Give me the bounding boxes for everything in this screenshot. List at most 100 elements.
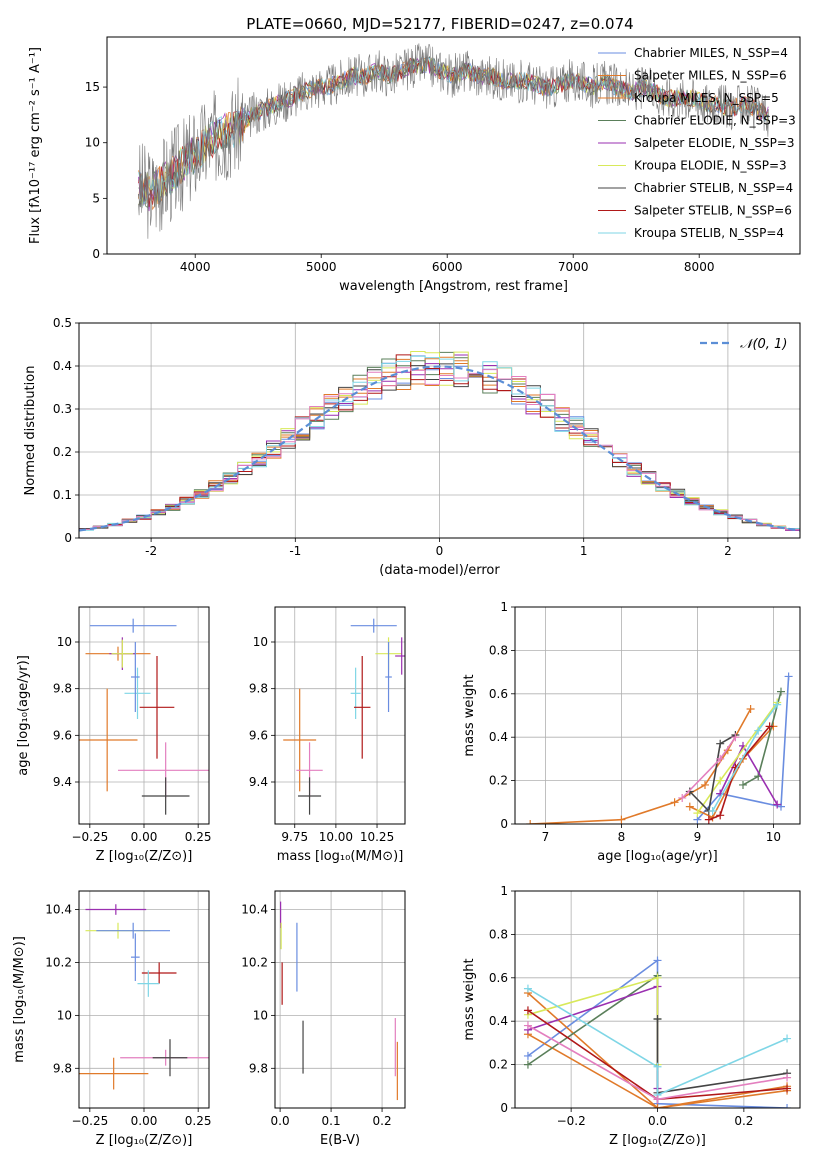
weight-point (653, 1095, 662, 1104)
error-bars (280, 901, 398, 1101)
x-tick-label: 0.25 (185, 830, 212, 844)
residual-histogram-panel: -2 -1 0 1 2 0 0.1 0.2 0.3 0.4 0.5 (data-model)/erro… (23, 316, 801, 578)
weight-point (754, 726, 763, 735)
y-tick-label: 0.8 (489, 643, 508, 657)
y-tick-label: 10.4 (45, 903, 72, 917)
weight-point (523, 1006, 532, 1015)
model-spectrum-line (138, 56, 769, 205)
weight-point (670, 798, 679, 807)
weight-point (526, 820, 535, 824)
x-tick-label: 4000 (180, 260, 211, 274)
y-tick-label: 0.1 (53, 488, 72, 502)
weight-point (773, 700, 782, 709)
plot-frame (514, 890, 801, 1109)
x-axis-label: Z [log₁₀(Z/Z⊙)] (96, 849, 193, 864)
legend-label: Chabrier ELODIE, N_SSP=3 (634, 114, 796, 128)
plot-frame (78, 606, 210, 825)
weight-point (765, 722, 774, 731)
x-tick-label: 0.0 (271, 1114, 290, 1128)
weight-point (784, 672, 793, 681)
weight-point (773, 800, 782, 809)
mass-vs-extinction-panel: 0.0 0.1 0.2 9.8 10 10.2 10.4 E(B-V) (241, 890, 406, 1148)
y-tick-label: 9.4 (53, 775, 72, 789)
mass-vs-metallicity-panel: −0.25 0.00 0.25 9.8 10 10.2 10.4 Z [log₁₀(Z/Z⊙)… (12, 890, 212, 1148)
x-axis-label: age [log₁₀(age/yr)] (597, 849, 718, 864)
x-tick-label: 10.00 (319, 830, 353, 844)
y-tick-label: 0.4 (489, 730, 508, 744)
y-tick-label: 9.6 (53, 728, 72, 742)
plot-frame (106, 36, 801, 255)
weight-point (746, 704, 755, 713)
spectrum-panel: 4000 5000 6000 7000 8000 0 5 10 15 wavelength [An… (28, 36, 801, 294)
weight-point (783, 1084, 792, 1093)
x-tick-label: 0 (436, 544, 444, 558)
x-tick-label: 6000 (432, 260, 463, 274)
legend-label: Chabrier MILES, N_SSP=4 (634, 46, 788, 60)
y-tick-label: 0.4 (53, 359, 72, 373)
x-tick-label: 8 (618, 830, 626, 844)
y-tick-label: 9.8 (53, 1061, 72, 1075)
x-axis-label: mass [log₁₀(M/M⊙)] (277, 849, 404, 864)
weight-point (685, 787, 694, 796)
error-bars (79, 618, 209, 815)
y-tick-label: 1 (500, 600, 508, 614)
y-tick-label: 5 (92, 191, 100, 205)
weight-point (653, 1104, 662, 1108)
y-tick-label: 0 (64, 531, 72, 545)
y-tick-label: 10 (57, 1008, 72, 1022)
y-tick-label: 10 (57, 635, 72, 649)
x-tick-label: 0.2 (734, 1114, 753, 1128)
x-axis-label: E(B-V) (320, 1133, 360, 1148)
weight-point (523, 1051, 532, 1060)
x-tick-label: -1 (289, 544, 301, 558)
x-tick-label: 9 (694, 830, 702, 844)
weight-series-line (656, 1019, 788, 1094)
weight-point (716, 754, 725, 763)
y-tick-label: 0.2 (489, 774, 508, 788)
x-axis-label: Z [log₁₀(Z/Z⊙)] (609, 1133, 706, 1148)
y-axis-label: Normed distribution (23, 366, 38, 496)
y-tick-label: 0 (500, 1101, 508, 1115)
age-vs-metallicity-panel: −0.25 0.00 0.25 9.4 9.6 9.8 10 Z [log₁₀(Z/Z⊙)] a… (16, 606, 212, 864)
mass-weight-vs-metallicity-panel: −0.2 0.0 0.2 0 0.2 0.4 0.6 0.8 1 Z [log₁₀(Z/Z⊙)] m… (462, 884, 801, 1148)
x-tick-label: 2 (724, 544, 732, 558)
x-tick-label: 0.00 (131, 1114, 158, 1128)
plot-frame (274, 606, 406, 825)
weight-point (777, 687, 785, 696)
y-tick-label: 15 (85, 80, 100, 94)
histogram-steps (79, 351, 800, 532)
x-tick-label: 0.00 (131, 830, 158, 844)
y-tick-label: 9.8 (249, 1061, 268, 1075)
weight-point (716, 776, 725, 785)
x-tick-label: 0.25 (185, 1114, 212, 1128)
weight-point (701, 780, 709, 789)
y-tick-label: 0.4 (489, 1014, 508, 1028)
y-tick-label: 9.8 (249, 682, 268, 696)
weight-point (783, 1034, 792, 1043)
x-tick-label: −0.25 (71, 830, 108, 844)
x-axis-label: Z [log₁₀(Z/Z⊙)] (96, 1133, 193, 1148)
y-axis-label: mass [log₁₀(M/M⊙)] (12, 936, 27, 1063)
y-axis-label: age [log₁₀(age/yr)] (16, 655, 31, 776)
weight-point (678, 793, 687, 802)
x-tick-label: 5000 (306, 260, 337, 274)
y-axis-label: mass weight (462, 674, 477, 756)
x-axis-label: (data-model)/error (379, 563, 500, 578)
weight-point (716, 811, 725, 820)
legend-label: Chabrier STELIB, N_SSP=4 (634, 181, 793, 195)
legend-label: Salpeter MILES, N_SSP=6 (634, 69, 787, 83)
x-tick-label: 7 (542, 830, 550, 844)
normal-curve-line (79, 365, 800, 532)
weight-point (653, 956, 662, 965)
weight-series-line (527, 992, 788, 1108)
weight-series-line (689, 734, 736, 813)
x-tick-label: −0.25 (71, 1114, 108, 1128)
weight-point (653, 1062, 662, 1071)
weight-series-line (527, 987, 788, 1097)
plot-frame (274, 890, 406, 1109)
y-tick-label: 0.6 (489, 971, 508, 985)
y-tick-label: 10 (253, 1008, 268, 1022)
x-tick-label: −0.2 (557, 1114, 586, 1128)
x-axis-label: wavelength [Angstrom, rest frame] (339, 279, 568, 294)
